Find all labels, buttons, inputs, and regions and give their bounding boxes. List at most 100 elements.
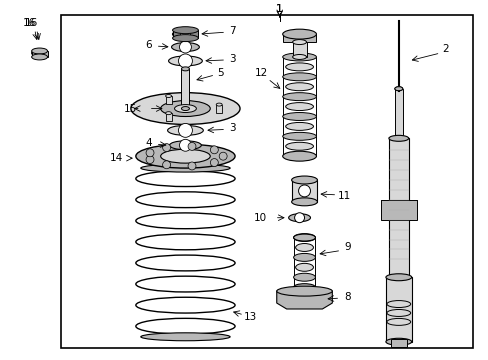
Polygon shape <box>276 291 332 309</box>
Ellipse shape <box>172 30 198 38</box>
Circle shape <box>163 161 170 169</box>
Bar <box>282 57 316 156</box>
Bar <box>390 339 406 347</box>
Text: 9: 9 <box>343 243 350 252</box>
Circle shape <box>180 29 190 39</box>
Text: 14: 14 <box>109 153 122 163</box>
Bar <box>385 277 411 342</box>
Ellipse shape <box>131 93 240 125</box>
Bar <box>32 51 47 57</box>
Text: 3: 3 <box>228 123 235 134</box>
Bar <box>165 113 171 121</box>
Bar <box>216 105 222 113</box>
Text: 10: 10 <box>253 213 266 223</box>
Ellipse shape <box>168 56 202 66</box>
Text: 6: 6 <box>145 40 152 50</box>
Ellipse shape <box>293 284 315 291</box>
Text: 4: 4 <box>145 138 152 148</box>
Ellipse shape <box>295 264 313 271</box>
Ellipse shape <box>32 49 47 57</box>
Ellipse shape <box>393 136 403 140</box>
Text: 16: 16 <box>23 18 36 28</box>
Bar <box>388 138 408 277</box>
Bar <box>293 238 315 287</box>
Ellipse shape <box>181 67 189 71</box>
Ellipse shape <box>282 93 316 100</box>
Text: 11: 11 <box>337 191 350 201</box>
Ellipse shape <box>295 243 313 251</box>
Text: 7: 7 <box>228 26 235 36</box>
Ellipse shape <box>161 149 210 163</box>
Ellipse shape <box>36 51 43 55</box>
Circle shape <box>146 156 154 163</box>
Ellipse shape <box>293 273 315 281</box>
Ellipse shape <box>171 42 199 51</box>
Ellipse shape <box>285 122 313 130</box>
Ellipse shape <box>165 112 171 115</box>
Ellipse shape <box>394 87 402 91</box>
Ellipse shape <box>394 87 402 91</box>
Circle shape <box>188 143 196 150</box>
Text: 15: 15 <box>124 104 137 113</box>
Text: 1: 1 <box>276 4 283 14</box>
Bar <box>291 180 317 202</box>
Circle shape <box>178 123 192 137</box>
Ellipse shape <box>165 95 171 98</box>
Bar <box>181 69 189 109</box>
Bar <box>61 15 472 348</box>
Circle shape <box>298 185 310 197</box>
Circle shape <box>179 41 191 53</box>
Ellipse shape <box>285 142 313 150</box>
Circle shape <box>219 152 226 160</box>
Text: 13: 13 <box>243 312 256 322</box>
Ellipse shape <box>282 132 316 140</box>
Ellipse shape <box>32 48 47 54</box>
Circle shape <box>210 159 218 167</box>
Ellipse shape <box>285 103 313 111</box>
Bar <box>165 96 171 104</box>
Ellipse shape <box>169 141 201 150</box>
Ellipse shape <box>161 100 210 117</box>
Ellipse shape <box>167 125 203 135</box>
Circle shape <box>179 139 191 151</box>
Ellipse shape <box>172 35 198 41</box>
Ellipse shape <box>385 274 411 281</box>
Ellipse shape <box>291 198 317 206</box>
Ellipse shape <box>285 83 313 91</box>
Ellipse shape <box>282 73 316 81</box>
Ellipse shape <box>282 113 316 121</box>
Bar <box>394 89 402 138</box>
Ellipse shape <box>291 176 317 184</box>
Ellipse shape <box>285 63 313 71</box>
Ellipse shape <box>282 53 316 61</box>
Bar <box>282 34 316 42</box>
Circle shape <box>210 146 218 154</box>
Ellipse shape <box>141 164 230 172</box>
Ellipse shape <box>388 135 408 141</box>
Text: 2: 2 <box>441 44 448 54</box>
Text: 8: 8 <box>343 292 350 302</box>
Ellipse shape <box>292 40 306 45</box>
Polygon shape <box>380 200 416 220</box>
Ellipse shape <box>385 338 411 345</box>
Ellipse shape <box>282 29 316 39</box>
Text: 1: 1 <box>276 4 283 14</box>
Ellipse shape <box>136 144 235 168</box>
Ellipse shape <box>293 234 315 241</box>
Text: 3: 3 <box>228 54 235 64</box>
Ellipse shape <box>276 286 332 296</box>
Ellipse shape <box>293 253 315 261</box>
Circle shape <box>294 213 304 223</box>
Ellipse shape <box>282 151 316 161</box>
Ellipse shape <box>292 54 306 59</box>
Ellipse shape <box>174 105 196 113</box>
Ellipse shape <box>32 54 47 60</box>
Text: 5: 5 <box>217 68 223 78</box>
Circle shape <box>178 54 192 68</box>
Ellipse shape <box>293 234 315 242</box>
Ellipse shape <box>172 27 198 33</box>
Circle shape <box>163 144 170 152</box>
Ellipse shape <box>216 103 222 106</box>
Ellipse shape <box>288 214 310 222</box>
Bar <box>172 30 198 38</box>
